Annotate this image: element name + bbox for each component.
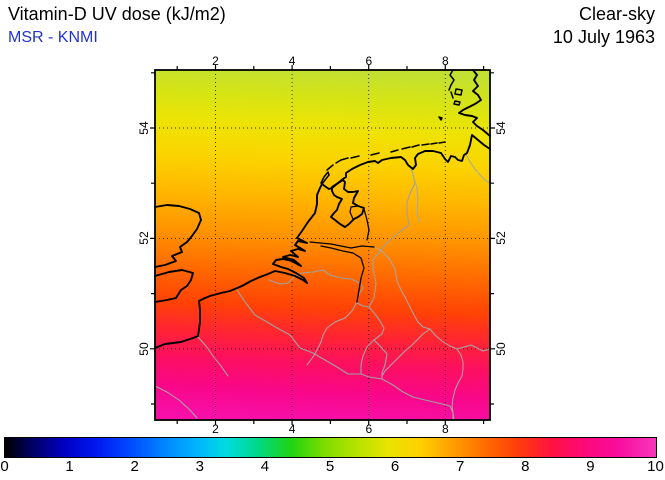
- lon-label-bottom-6: 6: [365, 422, 373, 436]
- uv-dose-field: [155, 70, 490, 420]
- lon-label-top-6: 6: [365, 54, 373, 68]
- source-label: MSR - KNMI: [8, 29, 98, 46]
- rivers-gray: [154, 153, 491, 421]
- date-label: 10 July 1963: [552, 27, 655, 47]
- page-title: Vitamin-D UV dose (kJ/m2): [8, 4, 226, 24]
- lat-label-right-52: 52: [494, 231, 508, 246]
- colorbar-tick-8: 8: [521, 458, 530, 475]
- lat-label-left-54: 54: [137, 121, 151, 135]
- colorbar-tick-7: 7: [456, 458, 465, 475]
- lat-label-right-54: 54: [494, 121, 508, 135]
- lon-label-top-8: 8: [442, 54, 449, 68]
- lon-label-bottom-8: 8: [442, 422, 449, 436]
- colorbar-tick-9: 9: [586, 458, 595, 475]
- lon-label-top-4: 4: [288, 54, 296, 68]
- colorbar: [4, 437, 657, 458]
- lat-label-left-52: 52: [137, 231, 151, 246]
- colorbar-tick-3: 3: [195, 458, 204, 475]
- lon-label-top-2: 2: [212, 54, 219, 68]
- map-plot: [150, 65, 495, 425]
- lat-label-right-50: 50: [494, 342, 508, 356]
- sky-condition-label: Clear-sky: [578, 4, 655, 24]
- country-borders: [236, 168, 455, 421]
- colorbar-tick-2: 2: [130, 458, 139, 475]
- colorbar-tick-6: 6: [390, 458, 400, 475]
- coastlines: [154, 69, 491, 349]
- colorbar-tick-4: 4: [260, 458, 270, 475]
- colorbar-tick-1: 1: [65, 458, 74, 475]
- colorbar-tick-10: 10: [647, 458, 664, 475]
- axis-ticks: [150, 65, 495, 425]
- lon-label-bottom-4: 4: [288, 422, 296, 436]
- colorbar-tick-5: 5: [325, 458, 335, 475]
- lon-label-bottom-2: 2: [212, 422, 219, 436]
- colorbar-tick-0: 0: [0, 458, 9, 475]
- map-frame: [154, 69, 491, 421]
- lat-label-left-50: 50: [137, 342, 151, 356]
